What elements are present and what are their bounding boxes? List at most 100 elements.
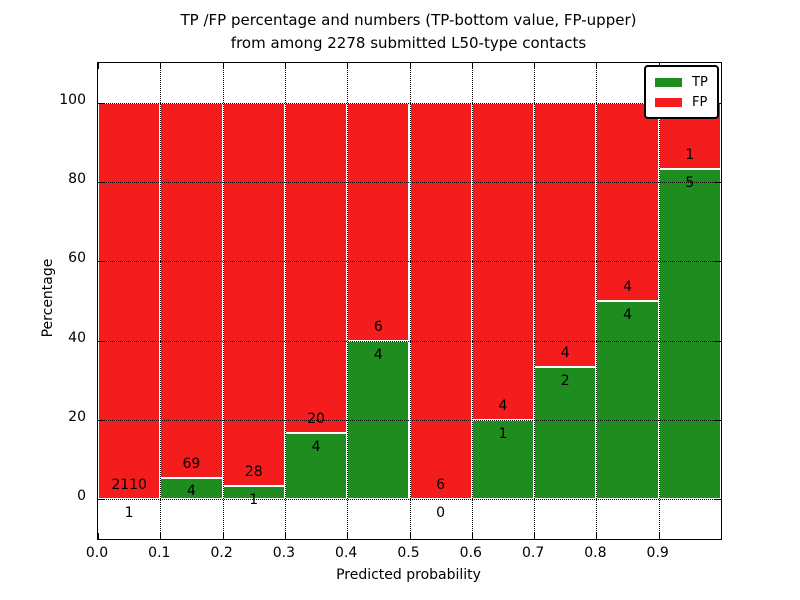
chart-title-line2: from among 2278 submitted L50-type conta…	[230, 34, 587, 52]
y-tick-mark-right	[715, 499, 721, 501]
fp-count-label: 28	[244, 463, 263, 480]
y-tick-mark	[98, 499, 104, 501]
v-gridline	[658, 63, 660, 539]
gridlines-layer	[98, 63, 721, 539]
bar-segment-fp	[98, 102, 161, 500]
x-tick-label: 0.2	[210, 545, 233, 561]
x-tick-mark	[471, 533, 473, 539]
fp-count-label: 6	[373, 318, 383, 335]
bar-segment-tp	[471, 420, 535, 500]
x-tick-mark	[658, 533, 660, 539]
y-tick-mark-right	[715, 261, 721, 263]
x-tick-mark	[284, 533, 286, 539]
x-tick-mark	[160, 533, 162, 539]
x-tick-mark-top	[409, 63, 411, 69]
fp-count-label: 4	[498, 398, 508, 415]
x-tick-label: 0.3	[272, 545, 296, 561]
y-axis-label: Percentage	[40, 258, 56, 338]
y-tick-mark-right	[715, 182, 721, 183]
x-tick-label: 0.5	[397, 545, 420, 561]
legend: TP FP	[644, 65, 719, 119]
v-gridline	[471, 63, 473, 539]
legend-item: FP	[655, 92, 708, 112]
tp-count-label: 0	[436, 505, 446, 522]
legend-item-label: FP	[692, 94, 708, 110]
x-tick-mark-top	[596, 63, 598, 69]
chart-title-line1: TP /FP percentage and numbers (TP-bottom…	[180, 11, 637, 29]
v-gridline	[596, 63, 598, 539]
fp-swatch-icon	[655, 97, 682, 107]
bar-segment-tp	[284, 433, 348, 500]
y-tick-label: 60	[68, 250, 86, 267]
y-tick-mark	[98, 340, 104, 342]
x-tick-label: 0.1	[148, 545, 171, 561]
x-tick-label: 0.0	[85, 545, 109, 561]
y-tick-mark	[98, 261, 104, 263]
fp-count-label: 20	[307, 411, 325, 428]
fp-count-label: 69	[182, 455, 201, 472]
x-tick-mark	[98, 533, 99, 539]
x-tick-label: 0.6	[459, 545, 482, 561]
tp-count-label: 1	[124, 505, 134, 522]
bar-segment-fp	[222, 102, 285, 486]
y-tick-label: 100	[59, 91, 86, 108]
v-gridline	[284, 63, 286, 539]
bar-segment-tp	[596, 301, 659, 500]
x-tick-mark-top	[347, 63, 349, 69]
y-tick-mark	[98, 102, 104, 104]
count-labels-layer: 2110 1 69 4 28 1 20 4 6 4 6 0 4 1 4 2 4 4 1 5	[98, 63, 721, 539]
fp-count-label: 2110	[111, 477, 147, 494]
x-tick-mark	[596, 533, 598, 539]
tp-count-label: 4	[311, 439, 321, 456]
bar-segment-tp	[347, 340, 410, 500]
x-tick-mark-top	[284, 63, 286, 69]
y-tick-label: 0	[77, 488, 86, 505]
fp-count-label: 4	[560, 345, 570, 362]
fp-count-label: 4	[623, 279, 633, 296]
v-gridline	[347, 63, 349, 539]
tp-count-label: 4	[623, 306, 633, 323]
y-tick-label: 80	[68, 171, 86, 187]
tp-count-label: 1	[249, 491, 259, 508]
x-tick-label: 0.8	[584, 545, 607, 561]
x-tick-mark	[222, 533, 224, 539]
fp-count-label: 6	[436, 477, 446, 494]
tp-count-label: 1	[498, 425, 508, 442]
v-gridline	[409, 63, 411, 539]
fp-count-label: 1	[685, 146, 695, 163]
plot-area: 2110 1 69 4 28 1 20 4 6 4 6 0 4 1 4 2 4 4 1 5	[97, 62, 722, 540]
y-tick-mark	[98, 182, 104, 183]
bars-layer	[98, 63, 721, 539]
v-gridline	[534, 63, 536, 539]
x-tick-mark-top	[222, 63, 224, 69]
chart-title: TP /FP percentage and numbers (TP-bottom…	[97, 9, 720, 55]
x-tick-mark-top	[534, 63, 536, 69]
bar-segment-tp	[534, 367, 597, 500]
legend-item-label: TP	[692, 74, 708, 90]
tp-count-label: 4	[186, 483, 196, 500]
x-tick-label: 0.7	[521, 545, 545, 561]
tp-count-label: 2	[560, 373, 570, 389]
y-tick-mark-right	[715, 340, 721, 342]
v-gridline	[160, 63, 162, 539]
legend-item: TP	[655, 72, 708, 92]
x-tick-mark	[347, 533, 349, 539]
ticks-layer	[98, 63, 721, 539]
bar-segment-fp	[160, 102, 223, 478]
tp-count-label: 5	[685, 174, 695, 191]
y-tick-mark	[98, 420, 104, 421]
x-tick-mark	[534, 533, 536, 539]
x-tick-label: 0.4	[335, 545, 358, 561]
tp-swatch-icon	[655, 77, 682, 87]
x-tick-mark	[409, 533, 411, 539]
x-tick-mark-top	[471, 63, 473, 69]
x-axis-label: Predicted probability	[336, 567, 481, 583]
bar-segment-tp	[658, 168, 721, 500]
y-tick-label: 40	[68, 329, 86, 346]
bar-segment-fp	[596, 102, 659, 301]
x-tick-mark-top	[160, 63, 162, 69]
tp-count-label: 4	[373, 346, 383, 363]
v-gridline	[222, 63, 224, 539]
bar-segment-fp	[409, 102, 472, 500]
